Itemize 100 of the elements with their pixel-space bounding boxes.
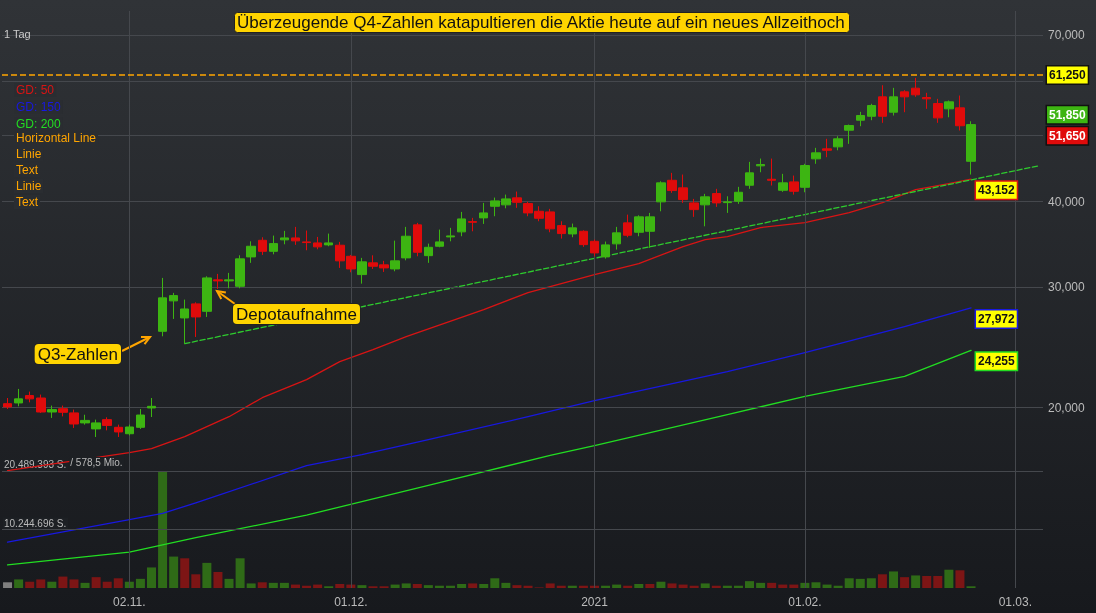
candlestick xyxy=(136,408,145,430)
candlestick xyxy=(313,236,322,250)
candlestick xyxy=(856,111,865,127)
candlestick xyxy=(612,226,621,251)
candlestick xyxy=(468,217,477,232)
candlestick xyxy=(955,95,965,132)
candlestick xyxy=(833,135,843,151)
candlestick xyxy=(180,299,189,345)
candlestick xyxy=(147,397,156,418)
candlestick xyxy=(712,188,721,208)
text: GD: 50 xyxy=(16,83,55,97)
annotation: Text xyxy=(16,163,39,177)
candlestick xyxy=(767,158,776,187)
annotation: Linie xyxy=(16,179,42,193)
annotation: / 578,5 Mio. xyxy=(70,457,123,469)
y-tick-label: 40,000 xyxy=(1048,194,1086,209)
candlestick xyxy=(246,240,256,264)
candlestick xyxy=(689,198,699,218)
ref-line-label: 61,250 xyxy=(1049,68,1087,83)
candlestick xyxy=(3,397,12,410)
candlestick xyxy=(944,100,954,118)
y2-tick-label: 10.244.696 S. xyxy=(4,517,67,529)
annotation: Text xyxy=(16,195,39,209)
candlestick xyxy=(324,233,333,247)
annotation: Q3-Zahlen xyxy=(37,344,118,364)
x-tick-label: 01.12. xyxy=(334,595,368,609)
candlestick xyxy=(280,230,289,245)
candlestick xyxy=(623,214,632,238)
candlestick xyxy=(213,273,223,290)
candlestick xyxy=(158,277,167,337)
candlestick xyxy=(966,120,976,176)
candlestick xyxy=(557,220,566,240)
data-label: 27,972 xyxy=(978,311,1016,326)
candlestick xyxy=(269,235,278,255)
text: 51,650 xyxy=(1049,128,1086,143)
annotation: Depotaufnahme xyxy=(236,304,357,324)
data-label: 43,152 xyxy=(978,183,1016,198)
candlestick xyxy=(291,226,300,246)
candlestick xyxy=(756,158,765,173)
candlestick xyxy=(867,103,876,121)
chart-title: Überzeugende Q4-Zahlen katapultieren die Aktie heute auf ein neues Allzeithoch xyxy=(237,13,845,32)
candlestick xyxy=(778,173,788,193)
candlestick xyxy=(811,147,821,165)
candlestick xyxy=(169,292,178,320)
candlestick xyxy=(202,275,212,318)
candlestick xyxy=(390,240,400,272)
candlestick xyxy=(590,239,599,257)
candlestick xyxy=(800,163,810,193)
x-tick-label: 01.03. xyxy=(998,595,1032,609)
candlestick xyxy=(601,241,610,260)
candlestick xyxy=(900,89,909,113)
candlestick xyxy=(102,416,112,431)
x-tick-label: 02.11. xyxy=(113,595,146,609)
candlestick xyxy=(125,424,134,436)
candlestick xyxy=(401,226,411,261)
x-tick-label: 2021 xyxy=(581,595,609,609)
candlestick xyxy=(700,193,710,227)
candlestick xyxy=(822,138,832,158)
text: GD: 200 xyxy=(16,117,62,131)
candlestick xyxy=(656,180,666,212)
candlestick xyxy=(745,161,754,190)
candlestick xyxy=(357,257,367,285)
y-tick-label: 20,000 xyxy=(1048,400,1086,415)
text: 51,850 xyxy=(1049,107,1086,122)
candlestick xyxy=(889,87,898,117)
candlestick xyxy=(191,301,201,338)
y-tick-label: 70,000 xyxy=(1048,28,1086,43)
candlestick xyxy=(302,230,311,251)
y-tick-label: 30,000 xyxy=(1048,280,1086,295)
text: GD: 150 xyxy=(16,100,62,114)
candlestick xyxy=(25,391,34,403)
candlestick xyxy=(435,229,444,248)
candlestick xyxy=(579,229,588,248)
line-series xyxy=(6,307,972,543)
candlestick xyxy=(413,222,422,257)
candlestick xyxy=(933,98,943,124)
candlestick xyxy=(723,195,732,214)
candlestick xyxy=(512,191,522,209)
line-series xyxy=(6,349,972,566)
candlestick xyxy=(446,227,455,242)
candlestick xyxy=(844,124,854,145)
candlestick xyxy=(734,186,743,205)
candlestick xyxy=(789,175,799,196)
candlestick xyxy=(568,223,577,238)
candlestick xyxy=(922,92,931,110)
line-series xyxy=(6,178,972,472)
candlestick xyxy=(114,424,123,438)
candlestick xyxy=(878,84,887,124)
text: 1 Tag xyxy=(4,27,31,40)
annotation: Horizontal Line xyxy=(16,131,97,145)
candlestick xyxy=(424,243,433,264)
candlestick xyxy=(14,388,23,407)
annotation: Linie xyxy=(16,147,42,161)
candlestick xyxy=(457,211,466,237)
candlestick xyxy=(479,202,488,225)
candlestick xyxy=(36,394,46,414)
x-tick-label: 01.02. xyxy=(788,595,822,609)
candlestick xyxy=(47,405,57,419)
candlestick xyxy=(911,77,920,98)
candlestick xyxy=(258,236,267,256)
